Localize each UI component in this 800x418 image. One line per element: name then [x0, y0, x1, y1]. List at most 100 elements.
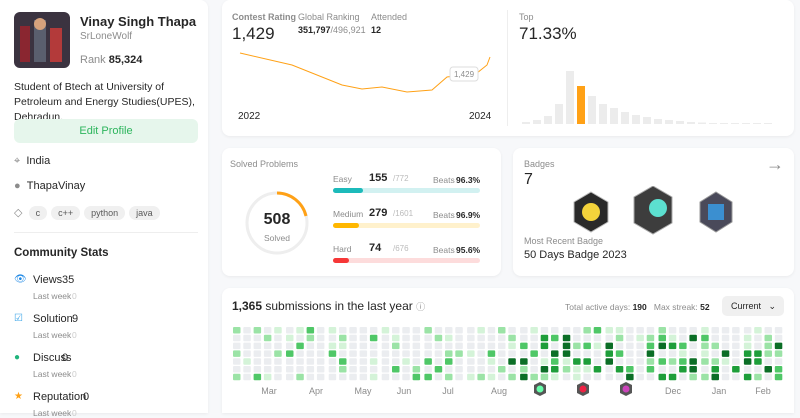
heat-cell [593, 358, 602, 365]
heat-cell [339, 373, 347, 381]
heat-cell [701, 373, 709, 381]
hist-bar [709, 123, 717, 124]
heat-cell [754, 342, 762, 350]
max-streak: 52 [700, 302, 710, 312]
heat-cell [402, 342, 410, 350]
heat-cell [233, 334, 241, 342]
heat-cell [668, 334, 677, 342]
heat-cell [562, 366, 571, 373]
heat-cell [593, 366, 602, 373]
attended-label: Attended [371, 12, 408, 22]
x-end: 2024 [469, 111, 492, 122]
heat-cell [263, 342, 272, 350]
heat-cell [434, 358, 443, 365]
hist-bar [577, 86, 585, 124]
heat-cell [626, 334, 634, 342]
heat-cell [392, 342, 400, 350]
heat-cell [658, 350, 666, 357]
heat-cell [286, 373, 294, 381]
heatmap: Mar Apr May Jun Jul Aug Dec Jan Feb [233, 327, 783, 396]
heat-cell [711, 350, 719, 357]
heat-cell [754, 373, 762, 381]
heat-cell [434, 350, 443, 357]
heat-cell [455, 366, 463, 373]
solved-ring [245, 191, 309, 255]
heat-cell [359, 334, 368, 342]
next-arrow[interactable]: → [766, 154, 784, 174]
heat-cell [615, 350, 624, 357]
heat-cell [573, 350, 581, 357]
stat-label: Discuss [33, 352, 72, 364]
heat-cell [711, 366, 719, 373]
hist-bar [610, 108, 618, 124]
rank: 85,324 [108, 54, 143, 66]
heat-cell [593, 373, 602, 381]
skill-tag: java [129, 206, 160, 220]
heat-cell [551, 366, 559, 373]
badges-card: Badges 7 → Most Recent Badge 50 Days Bad… [513, 148, 794, 276]
heat-cell [689, 366, 697, 373]
heat-cell [306, 373, 315, 381]
heat-cell [381, 366, 390, 373]
heat-cell [743, 342, 752, 350]
heat-cell [646, 373, 655, 381]
heat-cell [530, 358, 538, 365]
username: SrLoneWolf [80, 31, 133, 42]
heat-cell [243, 327, 251, 334]
heat-cell [646, 366, 655, 373]
heat-cell [774, 334, 783, 342]
heat-cell [424, 366, 432, 373]
beats: 96.3% [456, 175, 481, 185]
heat-cell [424, 327, 432, 334]
heat-cell [658, 334, 666, 342]
beats: 96.9% [456, 210, 481, 220]
heat-cell [233, 358, 241, 365]
heat-cell [540, 350, 549, 357]
heat-cell [562, 373, 571, 381]
heat-cell [679, 373, 687, 381]
skill-tag: c++ [51, 206, 81, 220]
heat-cell [701, 358, 709, 365]
year-dropdown[interactable]: Current ⌄ [722, 296, 784, 316]
heat-cell [593, 334, 602, 342]
heat-cell [455, 327, 463, 334]
hist-bar [588, 96, 596, 124]
histogram [522, 71, 772, 124]
heat-cell [392, 358, 400, 365]
hist-bar [698, 122, 706, 124]
rating-label: Contest Rating [232, 12, 296, 22]
heat-cell [402, 358, 410, 365]
heat-cell [615, 373, 624, 381]
difficulty-name: Hard [333, 244, 352, 254]
heat-cell [520, 327, 528, 334]
top-label: Top [519, 12, 534, 22]
heat-cell [711, 334, 719, 342]
heat-cell [243, 358, 251, 365]
heat-cell [754, 358, 762, 365]
stat-value: 0 [83, 391, 90, 403]
heat-cell [668, 350, 677, 357]
stat-value: 35 [62, 274, 75, 286]
heat-cell [573, 373, 581, 381]
heat-cell [328, 373, 337, 381]
heat-cell [583, 342, 591, 350]
heat-cell [498, 358, 506, 365]
heat-cell [573, 334, 581, 342]
heat-cell [243, 342, 251, 350]
heat-cell [636, 342, 644, 350]
edit-profile-button[interactable]: Edit Profile [14, 119, 198, 143]
heat-cell [349, 350, 357, 357]
heat-cell [381, 358, 390, 365]
heat-cell [274, 342, 282, 350]
heat-cell [605, 358, 613, 365]
heat-cell [316, 373, 325, 381]
heat-cell [487, 327, 496, 334]
heat-cell [412, 366, 421, 373]
heat-cell [754, 366, 762, 373]
divider [14, 232, 198, 233]
heat-cell [626, 350, 634, 357]
submission-count: 1,365 [232, 299, 263, 313]
heat-cell [233, 366, 241, 373]
hist-bar [720, 123, 728, 124]
heat-cell [477, 342, 485, 350]
